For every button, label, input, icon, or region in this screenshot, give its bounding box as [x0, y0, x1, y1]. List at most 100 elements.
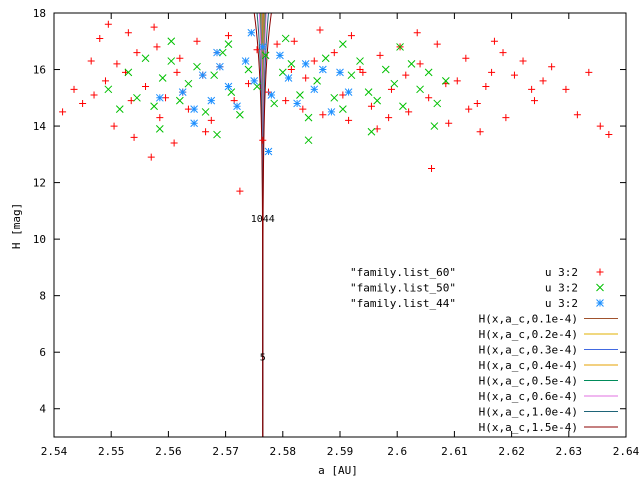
data-point: [405, 108, 413, 116]
data-point: [213, 130, 221, 139]
y-tick-label: 18: [33, 7, 46, 20]
data-point: [299, 105, 307, 113]
data-point: [490, 37, 498, 45]
data-point: [96, 34, 104, 42]
legend-curve-name: H(x,a_c,1.0e-4): [479, 406, 578, 419]
points-layer: [59, 20, 613, 195]
data-point: [345, 116, 353, 124]
data-point: [201, 108, 210, 116]
data-point: [302, 74, 310, 82]
data-point: [293, 99, 301, 108]
data-point: [150, 23, 158, 31]
data-point: [433, 99, 442, 108]
data-point: [399, 102, 407, 111]
x-tick-label: 2.63: [556, 445, 583, 458]
data-point: [296, 91, 304, 99]
data-point: [178, 88, 187, 97]
data-point: [259, 136, 267, 144]
data-point: [327, 108, 336, 116]
legend-series-name: "family.list_44": [350, 297, 456, 310]
data-point: [488, 68, 496, 76]
curve-right: [262, 13, 265, 364]
data-point: [210, 71, 219, 80]
data-point: [155, 125, 164, 133]
data-point: [253, 82, 261, 91]
data-point: [190, 105, 198, 113]
data-point: [287, 66, 295, 74]
data-point: [244, 65, 253, 74]
data-point: [147, 153, 155, 161]
data-point: [319, 111, 327, 119]
data-point: [356, 57, 364, 65]
y-tick-label: 16: [33, 64, 46, 77]
legend-series-using: u 3:2: [545, 282, 578, 295]
data-point: [441, 76, 450, 85]
data-point: [573, 111, 581, 119]
data-point: [462, 54, 470, 62]
data-point: [87, 57, 95, 65]
data-point: [167, 37, 176, 46]
data-point: [142, 82, 150, 90]
x-tick-label: 2.64: [613, 445, 640, 458]
series-0: [59, 20, 613, 195]
data-point: [330, 49, 338, 57]
curve-left: [258, 13, 264, 406]
legend-curve-name: H(x,a_c,0.5e-4): [479, 375, 578, 388]
data-point: [605, 131, 613, 139]
data-point: [428, 164, 436, 172]
y-axis: 4 6 8 10 12 14 16 18: [33, 7, 626, 416]
data-point: [224, 40, 233, 48]
data-point: [176, 54, 184, 62]
legend-marker: [596, 299, 604, 307]
legend-series-using: u 3:2: [545, 297, 578, 310]
x-tick-label: 2.62: [498, 445, 525, 458]
y-tick-label: 8: [39, 290, 46, 303]
y-tick-label: 14: [33, 120, 47, 133]
data-point: [510, 71, 518, 79]
data-point: [193, 62, 201, 71]
legend-curve-name: H(x,a_c,0.1e-4): [479, 313, 578, 326]
data-point: [376, 51, 384, 59]
data-point: [193, 37, 201, 45]
data-point: [364, 88, 373, 97]
legend-curve-name: H(x,a_c,1.5e-4): [479, 421, 578, 434]
legend-series-name: "family.list_60": [350, 266, 456, 279]
data-point: [273, 40, 281, 48]
x-tick-label: 2.61: [441, 445, 468, 458]
data-point: [264, 147, 273, 156]
data-point: [562, 85, 570, 93]
data-point: [133, 49, 141, 57]
data-point: [548, 63, 556, 71]
data-point: [381, 65, 390, 74]
curve-left: [261, 13, 264, 339]
legend-series-name: "family.list_50": [350, 282, 456, 295]
data-point: [499, 49, 507, 57]
data-point: [207, 116, 215, 124]
x-tick-label: 2.59: [327, 445, 354, 458]
data-point: [344, 88, 353, 97]
data-point: [101, 77, 109, 85]
legend-curve-name: H(x,a_c,0.2e-4): [479, 328, 578, 341]
data-point: [70, 85, 78, 93]
data-point: [276, 51, 284, 60]
data-point: [430, 122, 439, 130]
data-point: [330, 93, 339, 102]
data-point: [539, 77, 547, 85]
data-point: [425, 94, 433, 102]
data-point: [124, 29, 132, 37]
x-tick-label: 2.57: [212, 445, 239, 458]
data-point: [124, 68, 133, 77]
data-point: [453, 77, 461, 85]
data-point: [367, 102, 375, 110]
curve-left: [256, 13, 264, 437]
data-point: [261, 51, 270, 60]
x-tick-label: 2.56: [155, 445, 182, 458]
data-point: [336, 68, 344, 77]
data-point: [502, 114, 510, 122]
data-point: [476, 128, 484, 136]
plot-frame: [53, 12, 627, 438]
y-tick-label: 12: [33, 177, 46, 190]
data-point: [233, 102, 241, 111]
data-point: [104, 85, 113, 94]
data-point: [367, 127, 376, 136]
